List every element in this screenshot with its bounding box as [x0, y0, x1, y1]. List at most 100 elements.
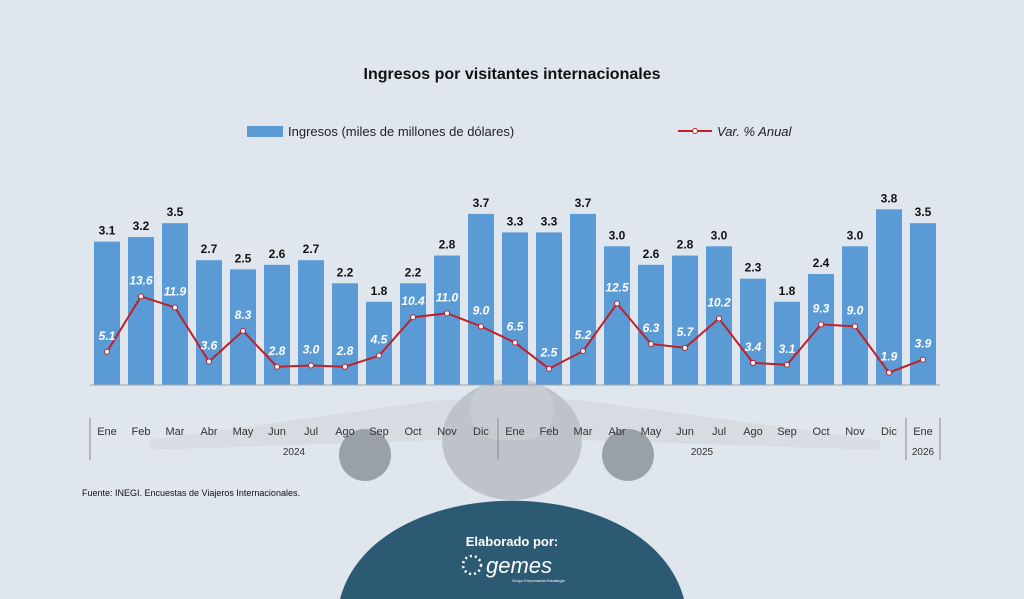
bar	[740, 278, 766, 385]
bar	[808, 274, 834, 385]
x-tick-label: May	[233, 426, 254, 438]
x-tick-label: Jul	[712, 426, 726, 438]
x-tick-label: Sep	[777, 426, 797, 438]
bar	[366, 301, 392, 385]
line-point	[682, 344, 688, 351]
line-point	[274, 363, 280, 370]
line-value-label: 5.7	[677, 325, 695, 339]
chart-title: Ingresos por visitantes internacionales	[364, 66, 661, 83]
bar-value-label: 3.7	[473, 196, 490, 210]
bar-value-label: 2.4	[813, 256, 830, 270]
line-value-label: 2.8	[268, 344, 286, 358]
line-value-label: 3.9	[915, 337, 932, 351]
line-point	[206, 358, 212, 365]
line-point	[886, 369, 892, 376]
line-point	[648, 340, 654, 347]
bar	[570, 213, 596, 385]
x-tick-label: Sep	[369, 426, 389, 438]
bar-value-label: 3.0	[609, 228, 626, 242]
line-point	[444, 310, 450, 317]
bar-value-label: 3.5	[167, 205, 184, 219]
bar	[774, 301, 800, 385]
x-tick-label: Ene	[913, 426, 933, 438]
x-tick-label: Oct	[404, 426, 421, 438]
bar	[672, 255, 698, 385]
bar-value-label: 2.8	[439, 238, 456, 252]
year-label: 2025	[691, 447, 714, 458]
x-tick-label: Mar	[574, 426, 593, 438]
bar-value-label: 3.1	[99, 224, 116, 238]
logo-subtitle: Grupo Empresarial Estrategia	[512, 578, 565, 583]
line-point	[546, 365, 552, 372]
bar-value-label: 1.8	[779, 284, 796, 298]
x-tick-label: Ago	[743, 426, 763, 438]
x-tick-label: Ene	[505, 426, 525, 438]
line-value-label: 9.0	[473, 303, 490, 317]
line-point	[818, 321, 824, 328]
bar	[230, 269, 256, 385]
x-tick-label: Oct	[812, 426, 829, 438]
line-point	[920, 356, 926, 363]
x-tick-label: Dic	[881, 426, 897, 438]
line-point	[852, 323, 858, 330]
line-value-label: 3.4	[745, 340, 762, 354]
line-point	[342, 363, 348, 370]
bar-value-label: 3.5	[915, 205, 932, 219]
x-tick-label: Ago	[335, 426, 355, 438]
line-value-label: 8.3	[235, 308, 252, 322]
x-tick-label: Abr	[200, 426, 217, 438]
line-value-label: 11.0	[436, 290, 459, 304]
legend-bar-label: Ingresos (miles de millones de dólares)	[288, 124, 514, 139]
line-value-label: 9.0	[847, 303, 864, 317]
legend-bar-swatch	[247, 126, 283, 137]
line-value-label: 1.9	[881, 350, 898, 364]
bar	[468, 213, 494, 385]
bar-value-label: 3.3	[507, 214, 524, 228]
line-value-label: 10.2	[707, 296, 731, 310]
footer-badge: Elaborado por: gemes Grupo Empresarial E…	[340, 500, 684, 599]
line-value-label: 12.5	[605, 281, 629, 295]
x-tick-label: Feb	[540, 426, 559, 438]
line-value-label: 3.1	[779, 342, 796, 356]
bar-value-label: 2.3	[745, 261, 762, 275]
line-value-label: 10.4	[401, 294, 425, 308]
bar	[400, 283, 426, 385]
line-point	[614, 300, 620, 307]
bar-value-label: 3.2	[133, 219, 150, 233]
line-value-label: 2.5	[540, 346, 558, 360]
bar-value-label: 3.0	[847, 228, 864, 242]
footer-dome	[340, 500, 684, 599]
bar	[842, 246, 868, 385]
bar	[94, 241, 120, 385]
line-value-label: 3.0	[303, 342, 320, 356]
line-point	[750, 359, 756, 366]
bar-value-label: 2.6	[643, 247, 660, 261]
bar	[196, 260, 222, 385]
legend: Ingresos (miles de millones de dólares) …	[247, 124, 793, 139]
x-tick-label: Mar	[166, 426, 185, 438]
bar	[876, 209, 902, 385]
x-tick-label: May	[641, 426, 662, 438]
line-value-label: 6.5	[507, 320, 524, 334]
bar	[536, 232, 562, 385]
line-point	[308, 362, 314, 369]
line-value-label: 6.3	[643, 321, 660, 335]
line-point	[580, 348, 586, 355]
x-tick-label: Abr	[608, 426, 625, 438]
x-tick-label: Jun	[268, 426, 286, 438]
line-point	[104, 348, 110, 355]
bar-value-label: 3.0	[711, 228, 728, 242]
bar-value-label: 2.2	[337, 265, 354, 279]
line-value-label: 5.1	[99, 329, 116, 343]
line-value-label: 4.5	[370, 333, 388, 347]
line-point	[376, 352, 382, 359]
line-value-label: 9.3	[813, 301, 830, 315]
line-point	[512, 339, 518, 346]
x-tick-label: Dic	[473, 426, 489, 438]
line-value-label: 11.9	[164, 284, 187, 298]
line-value-label: 13.6	[129, 273, 153, 287]
bar-value-label: 1.8	[371, 284, 388, 298]
bar	[638, 264, 664, 385]
x-tick-label: Jun	[676, 426, 694, 438]
